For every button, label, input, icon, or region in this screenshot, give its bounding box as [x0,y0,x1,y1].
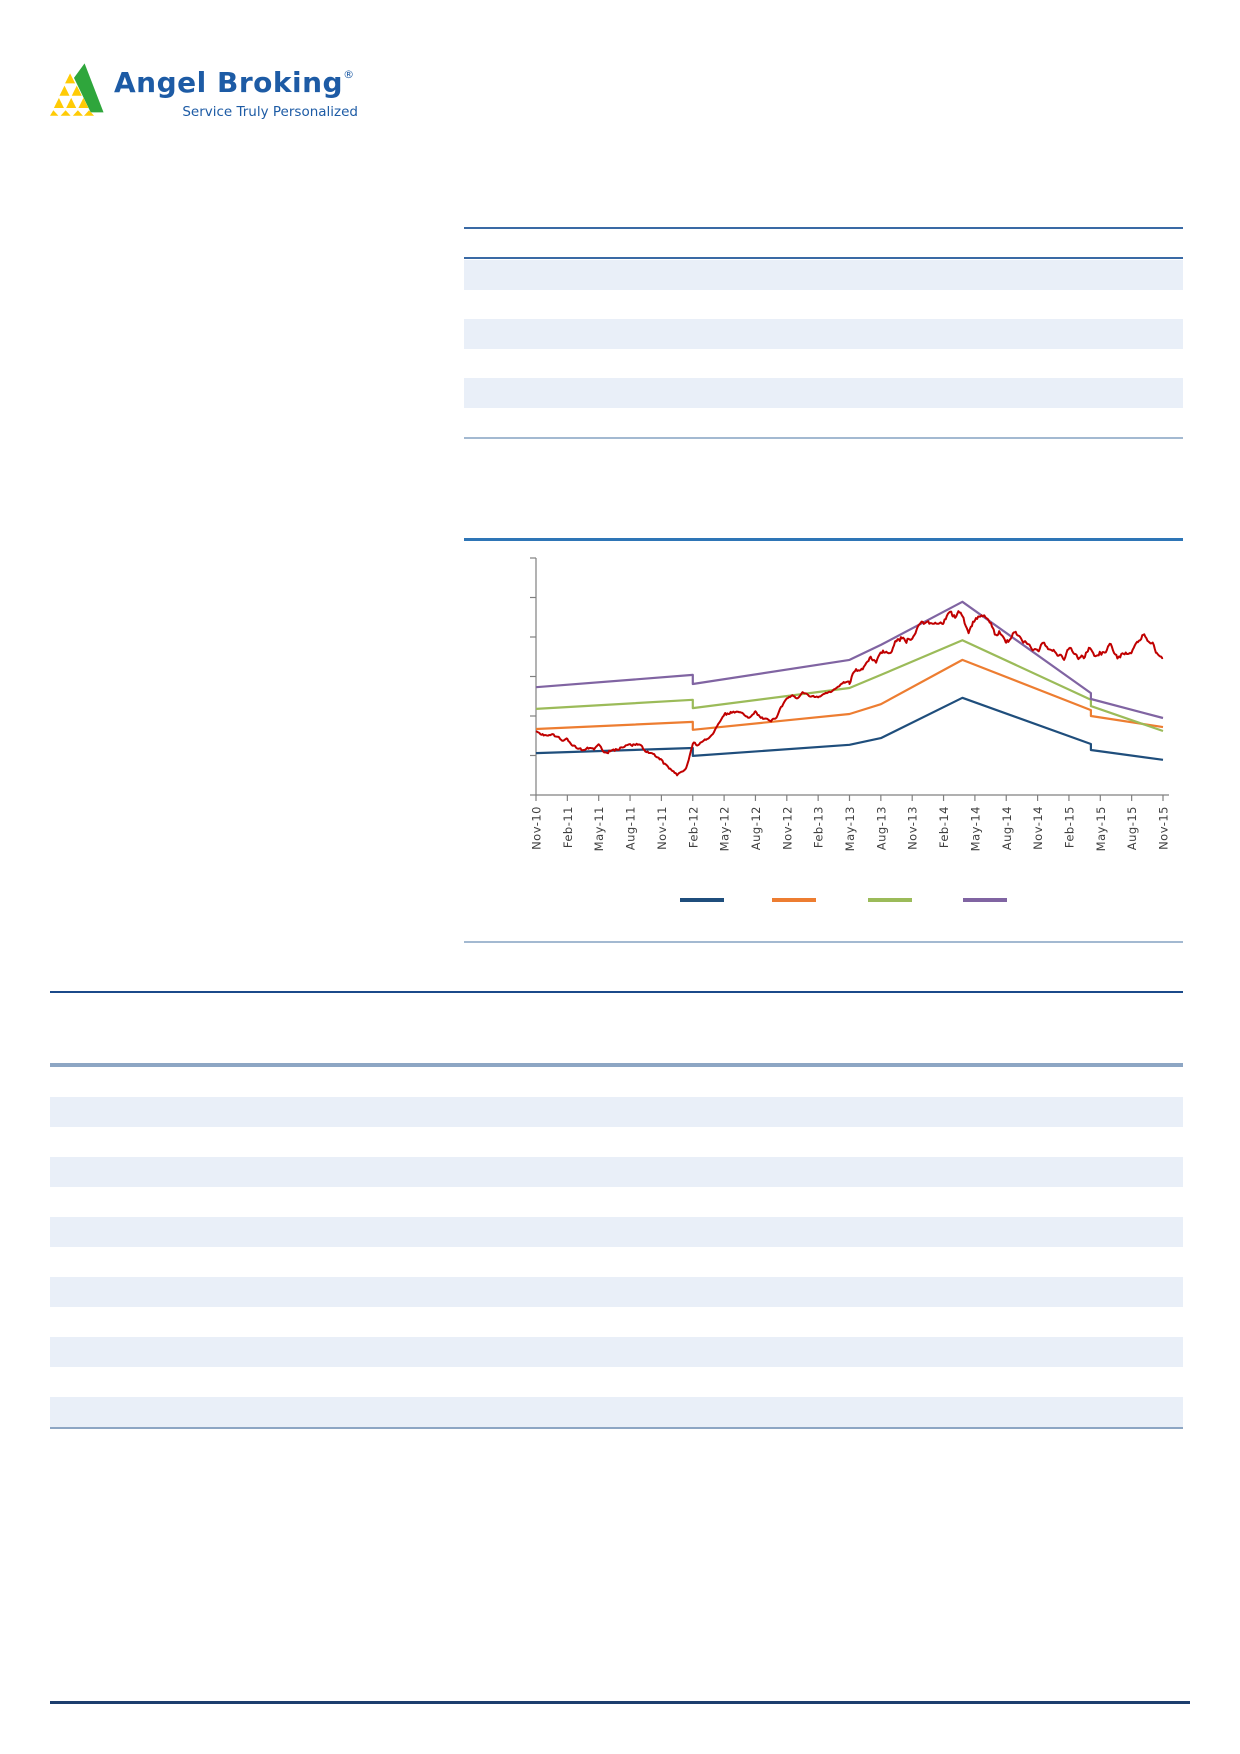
angel-broking-logo: Angel Broking® Service Truly Personalize… [50,56,358,142]
table-row [464,289,1183,319]
series-price [535,610,1164,777]
x-axis-label: May-14 [968,806,982,851]
bottom-table-bottom-rule [50,1427,1183,1429]
top-table-body [464,260,1183,437]
x-axis-label: Nov-14 [1031,806,1045,850]
x-axis-label: Aug-12 [749,806,763,850]
top-table-header-rule [464,257,1183,259]
x-axis-label: Nov-10 [530,806,544,850]
registered-mark: ® [343,68,355,81]
bottom-table-body [50,1097,1183,1427]
top-table-bottom-rule [464,437,1183,439]
brand-name: Angel Broking [114,66,344,99]
table-row [464,260,1183,290]
bottom-table-header-row [50,1067,1183,1097]
table-row [50,1277,1183,1307]
logo-green-band [73,63,104,113]
bottom-table-top-rule [50,1063,1183,1067]
price-band-chart: Nov-10 Feb-11 May-11 Aug-11 Nov-11 Feb-12 May-… [530,557,1171,902]
table-row [50,1367,1183,1397]
x-axis-label: Aug-11 [624,806,638,850]
table-row [50,1217,1183,1247]
table-row [464,319,1183,349]
series-band-lower [535,696,1164,761]
series-band-mid-high [535,639,1164,733]
table-row [50,1247,1183,1277]
x-axis-label: May-15 [1094,806,1108,851]
x-axis-label: Nov-13 [906,806,920,850]
bottom-section-top-rule [50,991,1183,993]
table-row [50,1097,1183,1127]
top-table-header-row [464,229,1183,257]
x-axis-label: Feb-11 [561,806,575,848]
x-axis-label: Feb-15 [1062,806,1076,848]
x-axis-label: May-12 [718,806,732,851]
angel-broking-mark-icon [50,63,104,116]
x-axis-label: Feb-14 [937,806,951,848]
chart-section-top-rule [464,538,1183,541]
x-axis-label: Nov-12 [780,806,794,850]
x-axis-label: May-13 [843,806,857,851]
x-axis-label: Nov-15 [1157,806,1171,850]
chart-section-bottom-rule [464,941,1183,943]
x-axis-label: Feb-12 [686,806,700,848]
x-axis-label: Feb-13 [812,806,826,848]
series-band-mid-low [535,658,1164,731]
table-row [50,1187,1183,1217]
table-row [50,1337,1183,1367]
brand-tagline: Service Truly Personalized [182,104,358,120]
footer-rule [50,1701,1190,1704]
table-row [464,348,1183,378]
table-row [464,378,1183,408]
table-row [50,1307,1183,1337]
x-axis-label: Nov-11 [655,806,669,850]
x-axis-label: Aug-14 [1000,806,1014,850]
x-axis-label: Aug-13 [874,806,888,850]
logo-yellow-triangles [50,73,95,116]
table-row [50,1127,1183,1157]
top-table-top-rule [464,227,1183,229]
table-row [50,1157,1183,1187]
table-row [464,407,1183,437]
table-row [50,1397,1183,1427]
x-axis-label: Aug-15 [1125,806,1139,850]
x-axis-label: May-11 [592,806,606,851]
series-band-upper [535,600,1164,720]
